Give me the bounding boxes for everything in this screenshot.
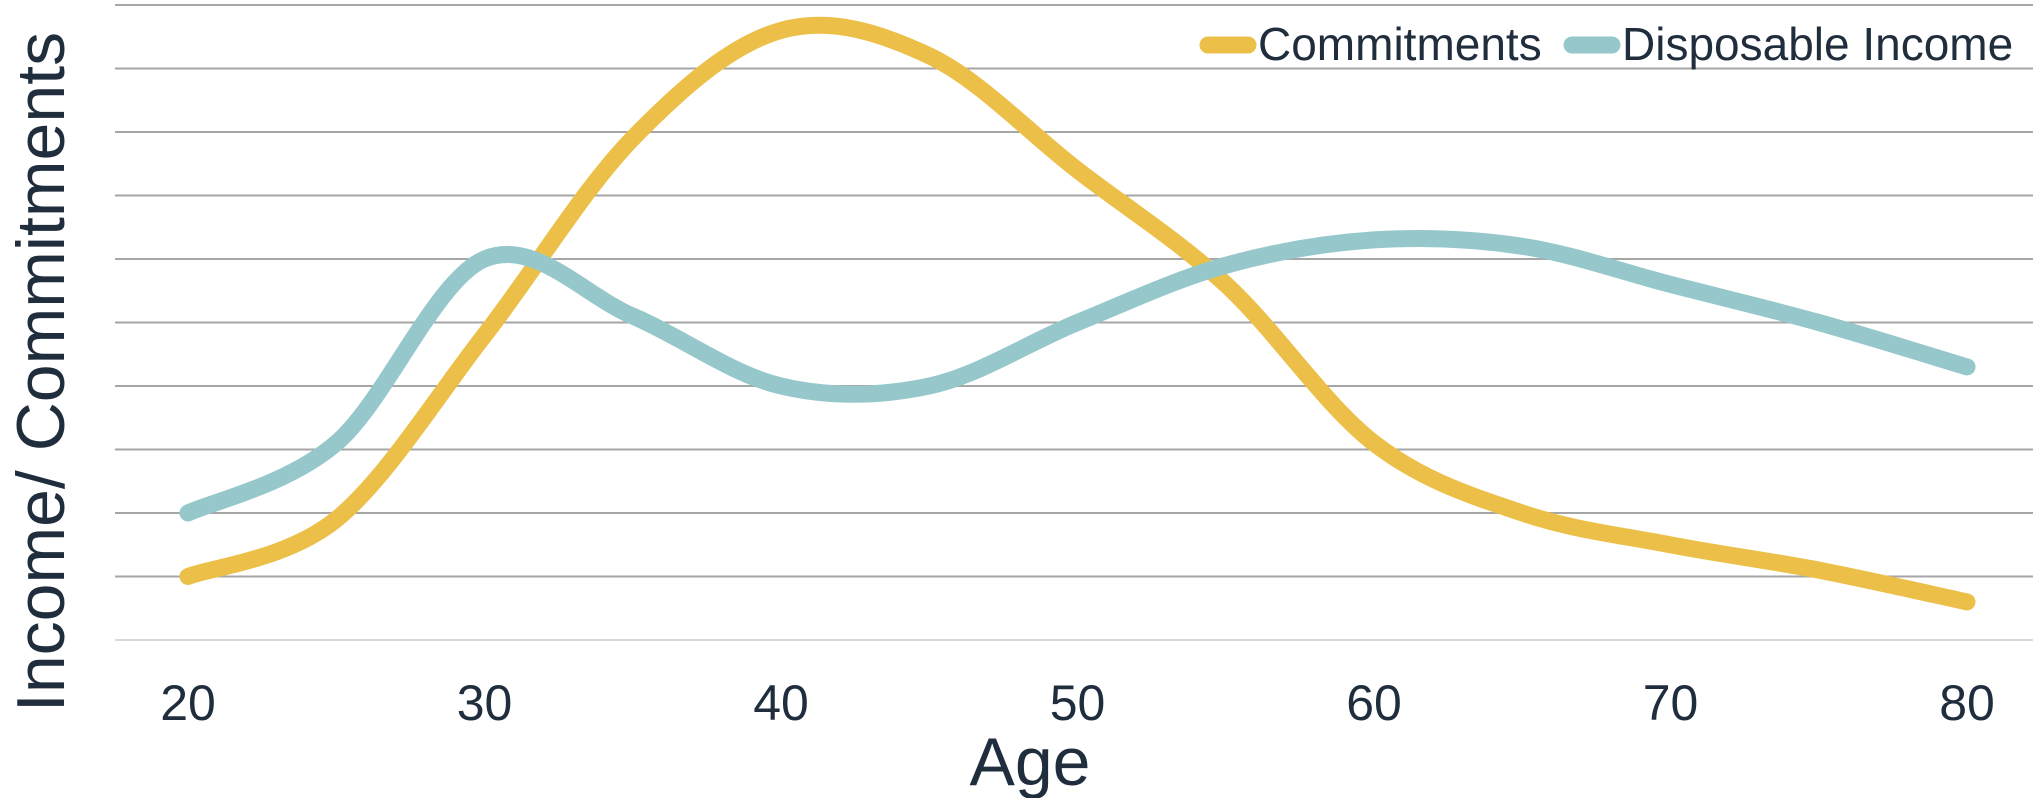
x-axis-title: Age bbox=[970, 724, 1091, 798]
x-tick-label: 20 bbox=[160, 675, 216, 731]
series-line-disposable-income bbox=[179, 230, 1976, 522]
series-line-commitments bbox=[179, 16, 1976, 611]
x-tick-label: 30 bbox=[457, 675, 513, 731]
x-tick-label: 40 bbox=[753, 675, 809, 731]
x-tick-label: 70 bbox=[1643, 675, 1699, 731]
x-tick-label: 60 bbox=[1346, 675, 1402, 731]
series-layer bbox=[179, 16, 1976, 611]
y-axis-title: Income/ Commitments bbox=[3, 32, 79, 712]
x-tick-label: 80 bbox=[1939, 675, 1995, 731]
x-tick-label: 50 bbox=[1050, 675, 1106, 731]
x-axis-ticks: 20 30 40 50 60 70 80 bbox=[160, 675, 1995, 731]
legend-label-commitments: Commitments bbox=[1258, 18, 1542, 70]
legend: Commitments Disposable Income bbox=[1199, 18, 2013, 70]
gridlines bbox=[115, 4, 2033, 578]
legend-label-disposable-income: Disposable Income bbox=[1622, 18, 2013, 70]
